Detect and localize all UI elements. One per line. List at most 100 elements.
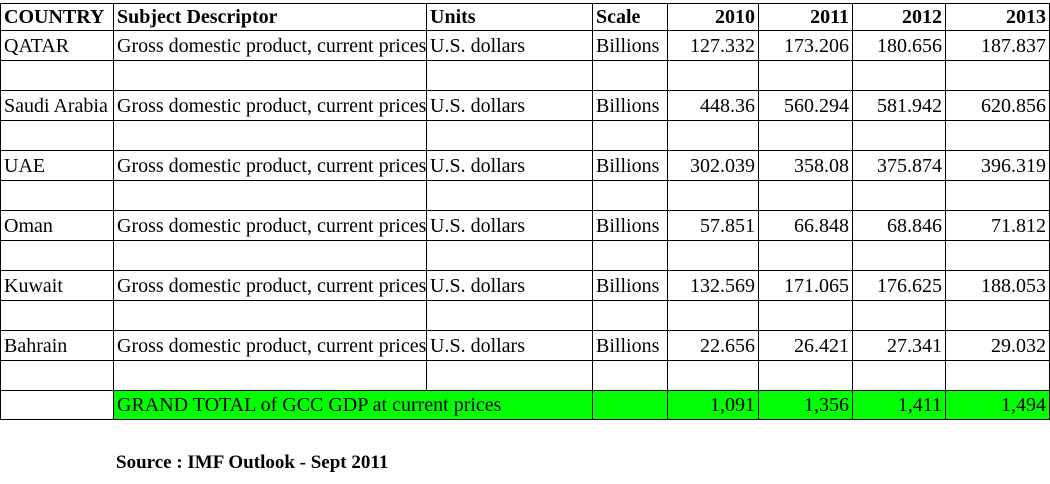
empty-cell — [852, 180, 946, 211]
descriptor-cell: Gross domestic product, current prices — [113, 270, 427, 301]
units-cell: U.S. dollars — [426, 30, 593, 61]
scale-cell: Billions — [592, 270, 668, 301]
descriptor-cell: Gross domestic product, current prices — [113, 150, 427, 181]
header-row: COUNTRY Subject Descriptor Units Scale 2… — [0, 3, 1050, 31]
descriptor-cell: Gross domestic product, current prices — [113, 210, 427, 241]
scale-cell: Billions — [592, 30, 668, 61]
value-cell: 57.851 — [667, 210, 759, 241]
empty-cell — [667, 180, 759, 211]
descriptor-cell: Gross domestic product, current prices — [113, 330, 427, 361]
empty-cell — [945, 120, 1050, 151]
value-cell: 132.569 — [667, 270, 759, 301]
empty-cell — [945, 180, 1050, 211]
empty-cell — [426, 240, 593, 271]
country-cell: Saudi Arabia — [0, 90, 114, 121]
empty-cell — [758, 300, 853, 331]
table-row: UAE Gross domestic product, current price… — [0, 150, 1050, 181]
empty-cell — [592, 120, 668, 151]
empty-row — [0, 300, 1050, 331]
country-cell: Kuwait — [0, 270, 114, 301]
country-cell: Oman — [0, 210, 114, 241]
empty-cell — [945, 60, 1050, 91]
units-cell: U.S. dollars — [426, 330, 593, 361]
empty-cell — [592, 60, 668, 91]
empty-row — [0, 180, 1050, 211]
empty-cell — [592, 240, 668, 271]
empty-cell — [592, 360, 668, 391]
empty-cell — [0, 60, 114, 91]
value-cell: 180.656 — [852, 30, 946, 61]
scale-cell: Billions — [592, 150, 668, 181]
empty-cell — [0, 120, 114, 151]
grand-total-label: GRAND TOTAL of GCC GDP at current prices — [113, 390, 593, 420]
empty-row — [0, 240, 1050, 271]
value-cell: 396.319 — [945, 150, 1050, 181]
empty-cell — [592, 180, 668, 211]
table-row: Kuwait Gross domestic product, current pr… — [0, 270, 1050, 301]
empty-cell — [852, 240, 946, 271]
empty-cell — [667, 240, 759, 271]
empty-cell — [0, 300, 114, 331]
empty-cell — [426, 120, 593, 151]
grand-total-value: 1,494 — [945, 390, 1050, 420]
total-scale-cell — [592, 390, 668, 420]
empty-cell — [426, 360, 593, 391]
value-cell: 358.08 — [758, 150, 853, 181]
value-cell: 176.625 — [852, 270, 946, 301]
empty-cell — [113, 240, 427, 271]
header-year-2013: 2013 — [945, 3, 1050, 31]
header-year-2011: 2011 — [758, 3, 853, 31]
value-cell: 68.846 — [852, 210, 946, 241]
value-cell: 560.294 — [758, 90, 853, 121]
empty-cell — [113, 360, 427, 391]
empty-cell — [426, 60, 593, 91]
empty-cell — [945, 300, 1050, 331]
value-cell: 173.206 — [758, 30, 853, 61]
empty-cell — [426, 180, 593, 211]
units-cell: U.S. dollars — [426, 90, 593, 121]
header-year-2012: 2012 — [852, 3, 946, 31]
empty-cell — [0, 360, 114, 391]
empty-row — [0, 60, 1050, 91]
country-cell: UAE — [0, 150, 114, 181]
grand-total-value: 1,356 — [758, 390, 853, 420]
scale-cell: Billions — [592, 210, 668, 241]
empty-cell — [667, 300, 759, 331]
empty-cell — [852, 60, 946, 91]
empty-cell — [113, 60, 427, 91]
country-cell: QATAR — [0, 30, 114, 61]
empty-cell — [0, 240, 114, 271]
value-cell: 22.656 — [667, 330, 759, 361]
empty-cell — [426, 300, 593, 331]
scale-cell: Billions — [592, 90, 668, 121]
empty-cell — [852, 300, 946, 331]
value-cell: 171.065 — [758, 270, 853, 301]
gdp-table: COUNTRY Subject Descriptor Units Scale 2… — [0, 3, 1050, 420]
value-cell: 620.856 — [945, 90, 1050, 121]
empty-cell — [592, 300, 668, 331]
value-cell: 375.874 — [852, 150, 946, 181]
empty-row — [0, 360, 1050, 391]
grand-total-value: 1,411 — [852, 390, 946, 420]
empty-cell — [667, 360, 759, 391]
empty-cell — [667, 120, 759, 151]
value-cell: 27.341 — [852, 330, 946, 361]
table-row: Bahrain Gross domestic product, current p… — [0, 330, 1050, 361]
empty-cell — [945, 360, 1050, 391]
empty-cell — [945, 240, 1050, 271]
descriptor-cell: Gross domestic product, current prices — [113, 90, 427, 121]
empty-cell — [758, 120, 853, 151]
value-cell: 302.039 — [667, 150, 759, 181]
value-cell: 581.942 — [852, 90, 946, 121]
empty-cell — [113, 300, 427, 331]
header-subject-descriptor: Subject Descriptor — [113, 3, 427, 31]
empty-cell — [113, 180, 427, 211]
empty-cell — [852, 360, 946, 391]
empty-cell — [758, 360, 853, 391]
value-cell: 71.812 — [945, 210, 1050, 241]
empty-cell — [758, 60, 853, 91]
units-cell: U.S. dollars — [426, 210, 593, 241]
header-year-2010: 2010 — [667, 3, 759, 31]
value-cell: 187.837 — [945, 30, 1050, 61]
empty-cell — [113, 120, 427, 151]
